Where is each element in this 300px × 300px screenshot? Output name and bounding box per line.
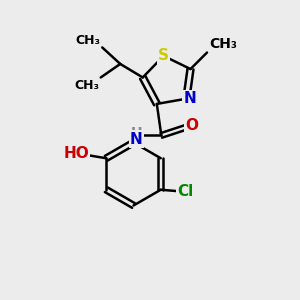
- Text: HO: HO: [63, 146, 89, 161]
- Text: Cl: Cl: [177, 184, 194, 199]
- Text: CH₃: CH₃: [209, 37, 237, 51]
- Text: N: N: [130, 131, 142, 146]
- Text: S: S: [158, 48, 169, 63]
- Text: O: O: [186, 118, 199, 133]
- Text: CH₃: CH₃: [74, 79, 99, 92]
- Text: CH₃: CH₃: [76, 34, 101, 47]
- Text: N: N: [184, 91, 196, 106]
- Text: H: H: [130, 126, 142, 140]
